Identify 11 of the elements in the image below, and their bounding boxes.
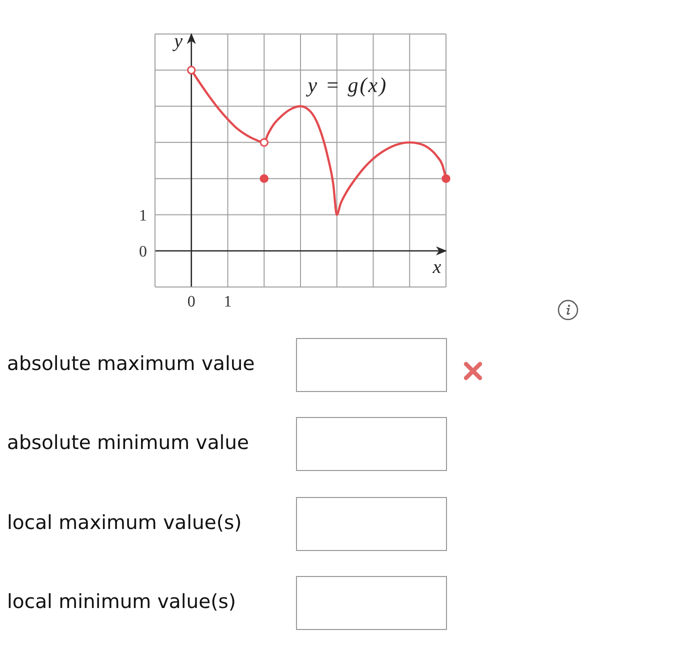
y-axis-title: y bbox=[172, 31, 184, 52]
text: local maximum value(s) bbox=[7, 510, 242, 534]
point bbox=[442, 174, 450, 183]
point bbox=[260, 138, 268, 147]
text: local minimum value(s) bbox=[7, 590, 236, 613]
text: absolute minimum value bbox=[7, 431, 250, 454]
series-label: y = g(x) bbox=[308, 73, 388, 98]
point bbox=[187, 66, 196, 74]
point bbox=[260, 174, 268, 183]
x-axis-title: x bbox=[432, 256, 442, 278]
text: absolute maximum value bbox=[7, 352, 255, 375]
